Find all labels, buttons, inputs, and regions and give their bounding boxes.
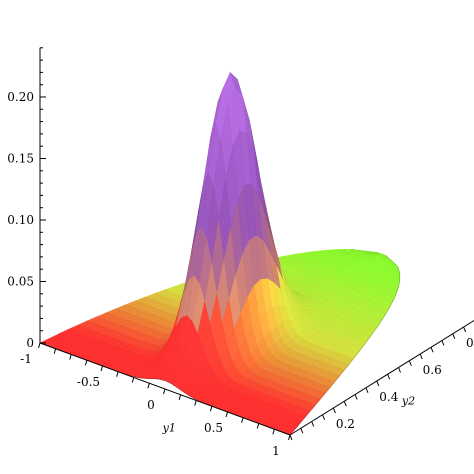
y1-tick-label: -0.5 [77, 375, 100, 389]
y2-tick-mark [398, 367, 401, 373]
z-tick-label: 0.20 [7, 90, 34, 104]
z-tick-label: 0.05 [7, 275, 34, 289]
y1-axis-title: y1 [162, 421, 176, 434]
y2-tick-mark [311, 421, 315, 427]
surface-mesh [39, 71, 401, 436]
surface-patch [397, 272, 401, 281]
y1-tick-mark [131, 377, 135, 383]
y1-tick-mark [178, 394, 182, 400]
y2-tick-mark [343, 401, 347, 407]
y1-tick-mark [256, 423, 260, 429]
z-tick-label: 0 [26, 336, 34, 350]
y2-tick-mark [408, 360, 412, 366]
axes: 0 0.05 0.10 0.15 0.20 -1 -0.5 0 0.5 1 y1 0.2 0.4 0.6 0… [7, 47, 474, 458]
y1-tick-label: -1 [20, 352, 32, 366]
y2-tick-mark [387, 374, 391, 380]
y1-tick-mark [53, 348, 57, 354]
y2-tick-mark [430, 347, 434, 353]
y2-tick-mark [354, 394, 358, 400]
y2-tick-mark [452, 333, 456, 339]
y2-tick-mark [441, 340, 445, 346]
y1-tick-mark [272, 429, 275, 435]
y2-tick-mark [289, 434, 293, 441]
y1-tick-mark [288, 434, 291, 441]
y2-tick-label: 0.2 [336, 417, 355, 431]
y1-tick-mark [241, 417, 244, 423]
z-tick-label: 0.10 [7, 213, 34, 227]
y2-axis-title: y2 [401, 395, 415, 408]
y2-tick-mark [365, 387, 369, 393]
y2-tick-label: 0.6 [423, 363, 442, 377]
z-tick-label: 0.15 [7, 152, 34, 166]
y1-tick-mark [194, 400, 197, 406]
y2-tick-label: 0.4 [379, 390, 398, 404]
y1-tick-mark [100, 365, 103, 372]
y1-tick-label: 0.5 [204, 421, 223, 435]
y1-tick-mark [163, 388, 166, 395]
y2-tick-mark [419, 353, 423, 360]
y2-tick-mark [376, 380, 380, 387]
y2-tick-mark [322, 414, 326, 420]
y2-tick-mark [300, 428, 304, 434]
y1-tick-mark [116, 371, 119, 377]
y2-tick-mark [463, 326, 467, 333]
y1-tick-mark [84, 360, 88, 366]
y1-tick-mark [38, 342, 41, 349]
y1-tick-label: 0 [147, 398, 155, 412]
y1-tick-mark [69, 354, 72, 360]
y1-tick-mark [225, 411, 228, 418]
y1-tick-mark [209, 406, 213, 412]
y1-tick-label: 1 [272, 444, 280, 458]
y2-tick-label: 0.8 [466, 336, 474, 350]
y2-tick-mark [332, 407, 336, 414]
y1-tick-mark [147, 383, 150, 389]
